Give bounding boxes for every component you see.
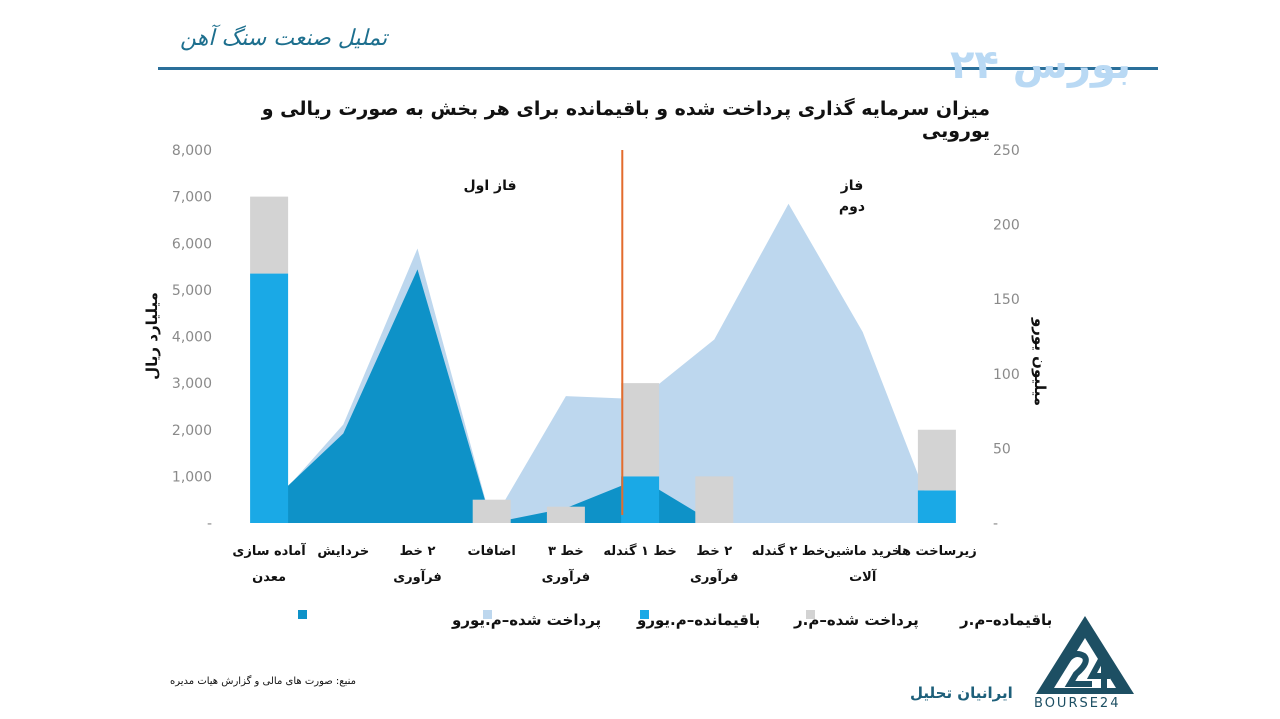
- y-tick-right: 200: [993, 218, 1020, 234]
- bar-series-layer: [250, 196, 956, 523]
- phase-label-2-line2: دوم: [839, 199, 865, 215]
- bar-remaining-rial: [250, 196, 289, 274]
- x-tick-label: آلات: [849, 568, 877, 585]
- y-tick-left: 1,000: [172, 469, 212, 485]
- x-tick-label: ۲ خط: [696, 544, 732, 559]
- y-tick-right: 250: [993, 143, 1020, 159]
- y-tick-right: 50: [993, 441, 1011, 457]
- x-tick-label: ۲ خط: [400, 544, 436, 559]
- y-tick-right: 150: [993, 292, 1020, 308]
- chart-title: میزان سرمایه گذاری پرداخت شده و باقیماند…: [261, 98, 990, 142]
- corner-logo-text: BOURSE24: [1034, 696, 1121, 711]
- legend-swatch: [298, 610, 307, 619]
- header-divider: [158, 67, 1158, 70]
- x-tick-label: خرید ماشین: [824, 544, 901, 559]
- y-tick-left: -: [207, 516, 212, 532]
- area-series-2: [269, 269, 937, 523]
- bar-remaining-rial: [546, 506, 585, 523]
- x-tick-label: اضافات: [468, 544, 516, 559]
- y-axis-title-right: میلیون یورو: [1031, 317, 1049, 406]
- y-tick-right: 100: [993, 367, 1020, 383]
- x-tick-label: فرآوری: [393, 568, 442, 585]
- x-tick-label: فرآوری: [690, 568, 739, 585]
- x-tick-label: زیرساخت ها: [897, 544, 977, 559]
- y-tick-left: 6,000: [172, 236, 212, 252]
- bar-paid-rial: [250, 273, 289, 523]
- bar-paid-rial: [621, 476, 660, 523]
- y-tick-left: 3,000: [172, 376, 212, 392]
- source-note: منبع: صورت های مالی و گزارش هیات مدیره: [170, 676, 356, 687]
- bar-remaining-rial: [472, 499, 511, 523]
- phase-label-1: فاز اول: [463, 178, 516, 194]
- legend-swatch: [483, 610, 492, 619]
- x-tick-label: خط ۱ گندله: [603, 543, 676, 559]
- legend-label: باقیمانده–م.یورو: [636, 611, 760, 629]
- legend-swatch: [640, 610, 649, 619]
- bar-remaining-rial: [621, 383, 660, 477]
- area-series-layer: [269, 203, 937, 523]
- brand-logo: بورس ۲۴: [950, 42, 1132, 88]
- x-tick-label: خط ۲ گندله: [752, 543, 825, 559]
- legend: پرداخت شده–م.یورو باقیمانده–م.یورو پرداخت …: [298, 610, 1052, 630]
- bar-remaining-rial: [917, 429, 956, 491]
- legend-label: پرداخت شده–م.ر: [793, 611, 919, 630]
- y-tick-left: 7,000: [172, 190, 212, 206]
- legend-label: باقیماده–م.ر: [959, 611, 1052, 629]
- bar-remaining-rial: [695, 476, 734, 523]
- axes-layer: - 1,000 2,000 3,000 4,000 5,000 6,000 7,000 8,00…: [143, 143, 1049, 585]
- y-tick-left: 2,000: [172, 423, 212, 439]
- y-tick-right: -: [993, 516, 998, 532]
- x-tick-label: فرآوری: [542, 568, 591, 585]
- footer-brand: ایرانیان تحلیل: [910, 684, 1013, 702]
- phase-label-2-line1: فاز: [840, 178, 863, 194]
- legend-label: پرداخت شده–م.یورو: [451, 611, 601, 630]
- y-axis-title-left: میلیارد ریال: [143, 292, 161, 380]
- bar-paid-rial: [917, 490, 956, 523]
- x-tick-label: معدن: [252, 570, 286, 585]
- x-tick-label: آماده سازی: [232, 542, 306, 559]
- header-title: تملیل صنعت سنگ آهن: [180, 26, 388, 51]
- legend-swatch: [806, 610, 815, 619]
- bourse24-logo-icon: [1036, 616, 1134, 694]
- x-tick-label: خردایش: [317, 544, 369, 559]
- y-tick-left: 4,000: [172, 330, 212, 346]
- y-tick-left: 8,000: [172, 143, 212, 159]
- x-tick-label: خط ۳: [548, 544, 584, 559]
- y-tick-left: 5,000: [172, 283, 212, 299]
